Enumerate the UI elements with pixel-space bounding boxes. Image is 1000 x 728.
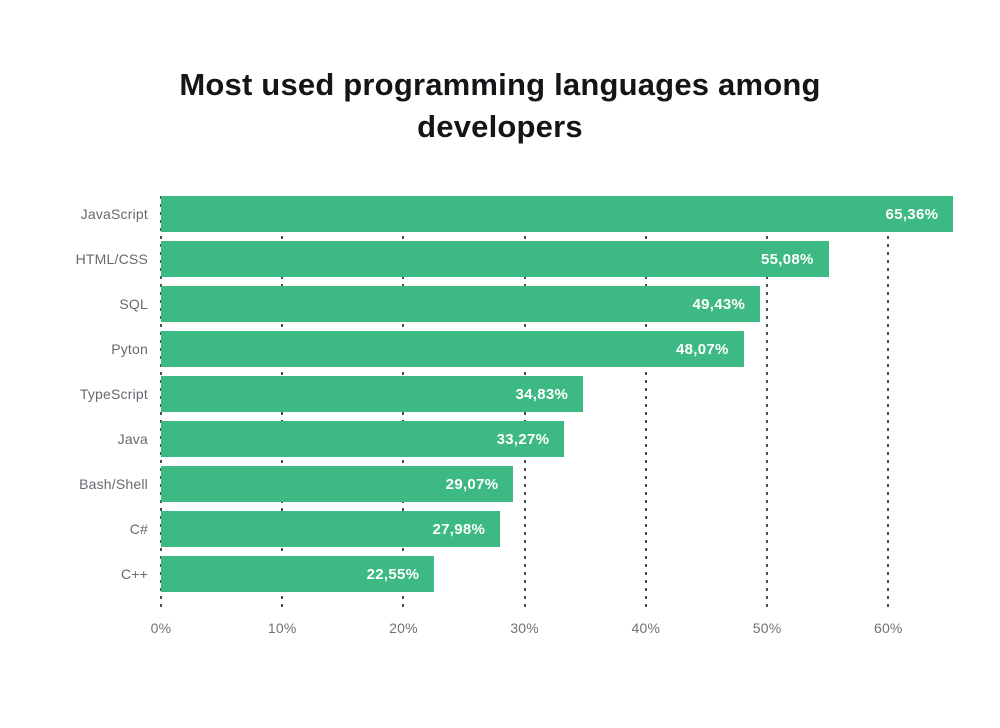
- chart-row: HTML/CSS 55,08%: [76, 241, 961, 277]
- x-axis-tick-label: 0%: [150, 620, 172, 636]
- chart-row: TypeScript 34,83%: [80, 376, 961, 412]
- chart-row: Bash/Shell 29,07%: [79, 466, 961, 502]
- bar-track: 33,27%: [161, 421, 961, 457]
- category-label: C++: [120, 566, 148, 582]
- bar-value-label: 49,43%: [692, 295, 746, 313]
- bar-value-label: 48,07%: [675, 340, 729, 358]
- chart-row: C# 27,98%: [130, 511, 961, 547]
- bar: 65,36%: [161, 196, 954, 232]
- bar-track: 55,08%: [161, 241, 961, 277]
- category-label: Java: [117, 431, 148, 447]
- bar: 22,55%: [161, 556, 435, 592]
- x-axis-tick-label: 20%: [389, 620, 418, 636]
- bar: 27,98%: [161, 511, 501, 547]
- chart-row: Pyton 48,07%: [111, 331, 961, 367]
- chart-row: SQL 49,43%: [119, 286, 961, 322]
- bar-track: 22,55%: [161, 556, 961, 592]
- bar-track: 65,36%: [161, 196, 961, 232]
- category-label: TypeScript: [79, 386, 148, 402]
- bar-track: 34,83%: [161, 376, 961, 412]
- x-axis: 0% 10% 20% 30% 40% 50% 60%: [151, 620, 961, 638]
- bar-value-label: 65,36%: [885, 205, 939, 223]
- category-label: C#: [129, 521, 148, 537]
- x-axis-tick-label: 40%: [631, 620, 661, 636]
- bar: 34,83%: [161, 376, 584, 412]
- x-axis-tick-label: 50%: [752, 620, 782, 636]
- bar-track: 48,07%: [161, 331, 961, 367]
- bar-value-label: 22,55%: [366, 565, 420, 583]
- chart-row: Java 33,27%: [118, 421, 961, 457]
- x-axis-tick-label: 60%: [873, 620, 903, 636]
- bar-track: 29,07%: [161, 466, 961, 502]
- category-label: Pyton: [111, 341, 148, 357]
- category-label: HTML/CSS: [75, 251, 148, 267]
- chart-row: JavaScript 65,36%: [81, 196, 961, 232]
- bar: 49,43%: [161, 286, 761, 322]
- category-label: JavaScript: [80, 206, 148, 222]
- bar-rows: JavaScript 65,36% HTML/CSS 55,08% SQL 49,43% P…: [76, 196, 961, 592]
- bar: 29,07%: [161, 466, 514, 502]
- bar-value-label: 29,07%: [445, 475, 499, 493]
- category-label: SQL: [119, 296, 148, 312]
- bar-track: 49,43%: [161, 286, 961, 322]
- bar: 33,27%: [161, 421, 565, 457]
- x-axis-tick-label: 10%: [267, 620, 297, 636]
- bar-value-label: 33,27%: [496, 430, 550, 448]
- bar-value-label: 34,83%: [515, 385, 569, 403]
- chart-row: C++ 22,55%: [121, 556, 961, 592]
- category-label: Bash/Shell: [79, 476, 148, 492]
- bar-chart: JavaScript 65,36% HTML/CSS 55,08% SQL 49,43% P…: [0, 196, 1000, 638]
- bar-value-label: 55,08%: [760, 250, 814, 268]
- bar-value-label: 27,98%: [432, 520, 486, 538]
- x-axis-tick-label: 30%: [510, 620, 539, 636]
- bar-track: 27,98%: [161, 511, 961, 547]
- chart-title: Most used programming languages among de…: [179, 67, 821, 144]
- bar: 48,07%: [161, 331, 744, 367]
- bar: 55,08%: [161, 241, 829, 277]
